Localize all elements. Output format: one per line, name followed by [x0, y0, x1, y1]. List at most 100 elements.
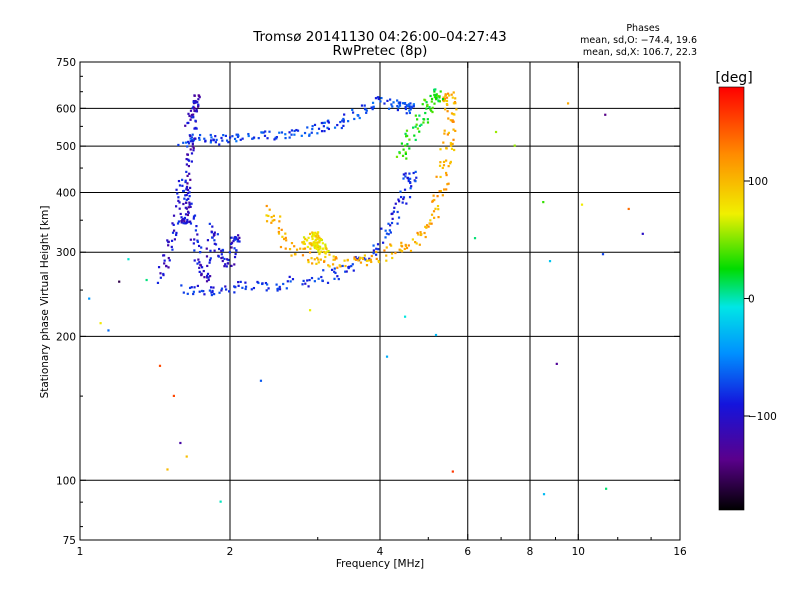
- data-point: [317, 235, 320, 238]
- data-point: [193, 286, 196, 289]
- data-point: [236, 238, 240, 241]
- data-point: [185, 193, 188, 197]
- data-point: [220, 136, 223, 140]
- data-point: [188, 203, 191, 206]
- data-point: [192, 113, 195, 116]
- data-point: [354, 255, 357, 259]
- data-point: [317, 277, 320, 280]
- data-point: [308, 133, 311, 136]
- data-point: [417, 233, 420, 236]
- data-point: [323, 130, 326, 133]
- chart-subtitle: RwPretec (8p): [333, 43, 428, 59]
- data-point: [411, 238, 414, 241]
- data-point: [396, 108, 400, 112]
- data-point: [445, 147, 448, 150]
- data-point: [404, 151, 407, 154]
- data-point: [277, 227, 281, 230]
- data-point: [442, 164, 446, 167]
- data-point: [221, 256, 224, 259]
- data-point: [414, 170, 417, 173]
- data-point: [208, 259, 212, 262]
- data-point: [211, 236, 214, 239]
- data-point: [233, 238, 237, 241]
- data-point: [372, 244, 375, 247]
- data-point: [404, 172, 407, 175]
- data-point: [312, 242, 315, 245]
- data-point: [408, 180, 412, 184]
- data-point: [420, 233, 423, 236]
- data-point: [416, 127, 419, 130]
- data-point: [206, 274, 209, 277]
- data-point: [347, 266, 350, 270]
- data-point: [441, 194, 444, 197]
- data-point: [452, 128, 455, 131]
- data-point: [212, 286, 215, 289]
- data-point: [237, 134, 240, 137]
- data-point: [186, 174, 189, 177]
- data-point: [432, 210, 436, 213]
- data-point: [303, 247, 307, 250]
- data-point: [230, 236, 233, 239]
- data-point: [237, 234, 240, 237]
- data-point: [194, 137, 197, 140]
- data-point: [177, 143, 180, 147]
- data-point: [351, 263, 354, 266]
- data-point: [189, 118, 192, 121]
- data-point: [193, 127, 196, 130]
- data-point: [401, 102, 405, 105]
- data-point: [277, 230, 280, 234]
- data-point: [284, 136, 287, 140]
- data-point: [185, 455, 188, 458]
- data-point: [223, 257, 226, 261]
- data-point: [175, 233, 178, 237]
- data-point: [295, 248, 299, 251]
- data-point: [580, 203, 584, 206]
- data-point: [310, 131, 313, 134]
- data-point: [388, 229, 391, 232]
- data-point: [311, 125, 314, 128]
- data-point: [433, 96, 436, 99]
- data-point: [198, 261, 201, 264]
- data-point: [445, 102, 448, 106]
- data-point: [548, 260, 552, 263]
- data-point: [194, 101, 197, 104]
- data-point: [435, 175, 438, 178]
- data-point: [200, 289, 204, 293]
- data-point: [168, 259, 171, 262]
- data-point: [319, 237, 323, 241]
- data-point: [213, 242, 216, 245]
- data-point: [194, 99, 197, 103]
- data-point: [400, 241, 403, 244]
- data-point: [230, 242, 233, 246]
- data-point: [442, 141, 445, 144]
- data-point: [200, 273, 203, 276]
- data-point: [424, 235, 427, 239]
- data-point: [365, 111, 368, 114]
- data-point: [158, 364, 162, 367]
- data-point: [387, 107, 391, 110]
- data-point: [318, 239, 321, 242]
- data-point: [290, 129, 294, 132]
- data-point: [182, 202, 185, 206]
- data-point: [196, 262, 199, 265]
- data-point: [228, 251, 231, 254]
- data-point: [202, 269, 205, 273]
- data-point: [301, 241, 304, 244]
- data-point: [375, 250, 378, 253]
- data-point: [445, 188, 448, 191]
- data-point: [214, 141, 217, 144]
- data-point: [406, 105, 409, 108]
- data-point: [403, 315, 407, 318]
- data-point: [222, 134, 225, 137]
- data-point: [542, 200, 545, 204]
- data-point: [307, 236, 310, 239]
- data-point: [184, 222, 187, 225]
- data-point: [212, 138, 215, 142]
- data-point: [285, 287, 288, 290]
- data-point: [351, 111, 355, 114]
- data-point: [443, 188, 446, 191]
- x-tick-label: 2: [227, 546, 234, 558]
- chart-title: Tromsø 20141130 04:26:00–04:27:43: [252, 29, 507, 45]
- data-point: [327, 250, 330, 253]
- data-point: [192, 242, 195, 245]
